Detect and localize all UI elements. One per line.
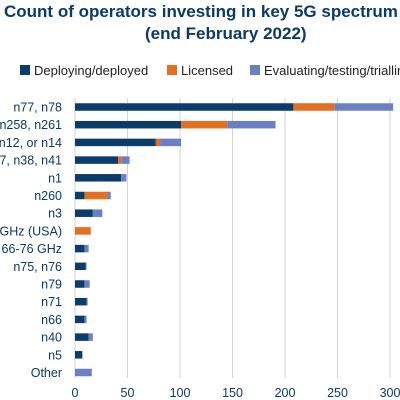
category-label: n66 [41, 313, 62, 327]
bar-deploying [75, 156, 119, 164]
category-labels: n77, n78 n258, n261 n12, or n14 7, n38, n41… [0, 101, 62, 381]
bar-deploying [75, 191, 85, 200]
category-label: 7, n38, n41 [0, 154, 62, 168]
bar-evaluating [121, 156, 130, 164]
category-label: n71 [41, 295, 62, 309]
bar-deploying [75, 280, 85, 288]
bar-evaluating [75, 368, 92, 377]
category-label: n79 [41, 278, 62, 292]
bar-evaluating [334, 103, 394, 111]
bar-evaluating [84, 315, 87, 324]
category-label: n3 [48, 207, 62, 221]
bar-evaluating [86, 297, 88, 306]
x-tick-label: 100 [170, 386, 191, 400]
bar-deploying [75, 120, 182, 129]
x-tick-label: 300 [380, 386, 400, 400]
bar-evaluating [85, 262, 87, 271]
bar-deploying [75, 333, 89, 341]
bar-evaluating [227, 120, 276, 129]
category-label: n260 [34, 189, 62, 203]
category-label: n77, n78 [13, 101, 62, 115]
bar-licensed [155, 138, 161, 147]
category-label: n12, or n14 [0, 136, 62, 150]
bar-licensed [84, 191, 108, 200]
chart-title-line-1: Count of operators investing in key 5G s… [4, 2, 400, 21]
bar-evaluating [84, 280, 90, 288]
bar-deploying [75, 351, 83, 359]
bar-deploying [75, 315, 85, 324]
legend-label-licensed: Licensed [181, 63, 233, 78]
bar-licensed [181, 120, 228, 129]
bar-evaluating [121, 174, 127, 182]
x-tick-label: 250 [327, 386, 348, 400]
bar-deploying [75, 174, 122, 182]
x-tick-label: 150 [222, 386, 243, 400]
category-label: GHz (USA) [0, 224, 62, 238]
x-tick-label: 200 [275, 386, 296, 400]
legend-swatch-evaluating [250, 65, 260, 75]
bar-evaluating [84, 244, 89, 253]
bar-deploying [75, 297, 87, 306]
category-label: 66-76 GHz [2, 242, 62, 256]
bar-evaluating [160, 138, 182, 147]
bar-licensed [75, 227, 91, 235]
legend: Deploying/deployed Licensed Evaluating/t… [20, 63, 400, 78]
bar-licensed [293, 103, 335, 111]
legend-label-deploying: Deploying/deployed [34, 63, 148, 78]
x-tick-labels: 0 50 100 150 200 250 300 [72, 386, 400, 400]
legend-swatch-deploying [20, 65, 30, 75]
bar-deploying [75, 209, 93, 217]
category-label: n75, n76 [13, 260, 62, 274]
bar-evaluating [107, 191, 111, 200]
x-tick-label: 50 [121, 386, 135, 400]
category-label: n258, n261 [0, 118, 62, 132]
x-tick-label: 0 [72, 386, 79, 400]
bar-evaluating [88, 333, 93, 341]
legend-label-evaluating: Evaluating/testing/trialling [264, 63, 400, 78]
bars [75, 103, 394, 377]
category-label: Other [31, 366, 62, 380]
bar-deploying [75, 103, 294, 111]
bar-evaluating [92, 209, 103, 217]
bar-deploying [75, 244, 85, 253]
legend-swatch-licensed [167, 65, 177, 75]
category-label: n1 [48, 171, 62, 185]
chart-title-line-2: (end February 2022) [145, 24, 307, 43]
bar-licensed [118, 156, 122, 164]
bar-deploying [75, 138, 156, 147]
bar-deploying [75, 262, 86, 271]
category-label: n5 [48, 348, 62, 362]
category-label: n40 [41, 331, 62, 345]
